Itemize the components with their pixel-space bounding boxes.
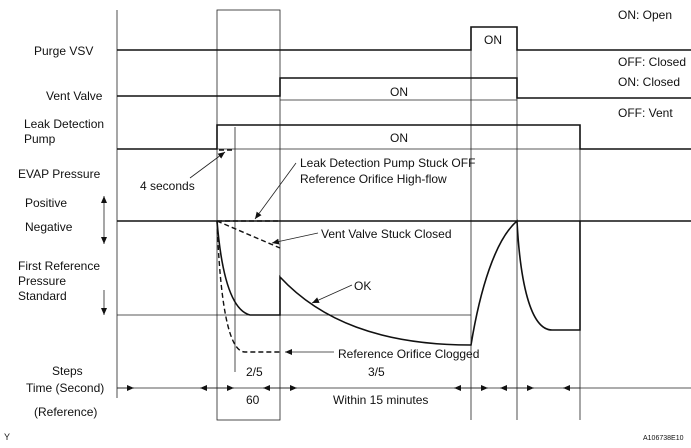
step2-box xyxy=(216,9,281,421)
vent-stuck-arrow xyxy=(271,232,319,245)
vent-on-label: ON xyxy=(390,85,408,99)
stuck-off-label-1: Leak Detection Pump Stuck OFF xyxy=(300,156,475,170)
label-pump-2: Pump xyxy=(24,132,56,146)
pump-on-label: ON xyxy=(390,131,408,145)
legend-vent-on: ON: Closed xyxy=(618,75,680,89)
label-evap-pressure: EVAP Pressure xyxy=(18,167,101,181)
vent-stuck-closed-curve xyxy=(216,220,281,249)
vent-valve-signal xyxy=(117,77,691,99)
legend-vent-off: OFF: Vent xyxy=(618,106,673,120)
time-60-label: 60 xyxy=(246,393,260,407)
label-first-ref-3: Standard xyxy=(18,289,67,303)
four-seconds-arrow xyxy=(189,151,226,179)
ok-label: OK xyxy=(354,279,371,293)
label-pump-1: Leak Detection xyxy=(24,117,104,131)
label-first-ref-2: Pressure xyxy=(18,274,66,288)
within-15-minutes-label: Within 15 minutes xyxy=(333,393,428,407)
legend-purge-on: ON: Open xyxy=(618,8,672,22)
ok-pressure-curve xyxy=(216,219,581,346)
label-first-ref-1: First Reference xyxy=(18,259,100,273)
clogged-label: Reference Orifice Clogged xyxy=(338,347,479,361)
steps-label: Steps xyxy=(52,364,83,378)
label-vent-valve: Vent Valve xyxy=(46,89,103,103)
reference-label: (Reference) xyxy=(34,405,97,419)
label-purge-vsv: Purge VSV xyxy=(34,44,93,58)
figure-id: A106738E10 xyxy=(643,435,684,442)
orifice-clogged-curve xyxy=(216,220,280,353)
step-2-label: 2/5 xyxy=(246,365,263,379)
ok-arrow xyxy=(311,284,353,304)
label-positive: Positive xyxy=(25,196,67,210)
purge-on-label: ON xyxy=(484,33,502,47)
purge-vsv-signal xyxy=(117,26,691,51)
legend-purge-off: OFF: Closed xyxy=(618,55,686,69)
step-3-label: 3/5 xyxy=(368,365,385,379)
time-label: Time (Second) xyxy=(26,381,104,395)
vent-stuck-label: Vent Valve Stuck Closed xyxy=(321,227,452,241)
stuck-off-arrow xyxy=(254,162,297,220)
footer-left: Y xyxy=(4,432,10,442)
four-seconds-label: 4 seconds xyxy=(140,179,195,193)
label-negative: Negative xyxy=(25,220,73,234)
stuck-off-label-2: Reference Orifice High-flow xyxy=(300,172,447,186)
pump-signal xyxy=(117,124,691,150)
